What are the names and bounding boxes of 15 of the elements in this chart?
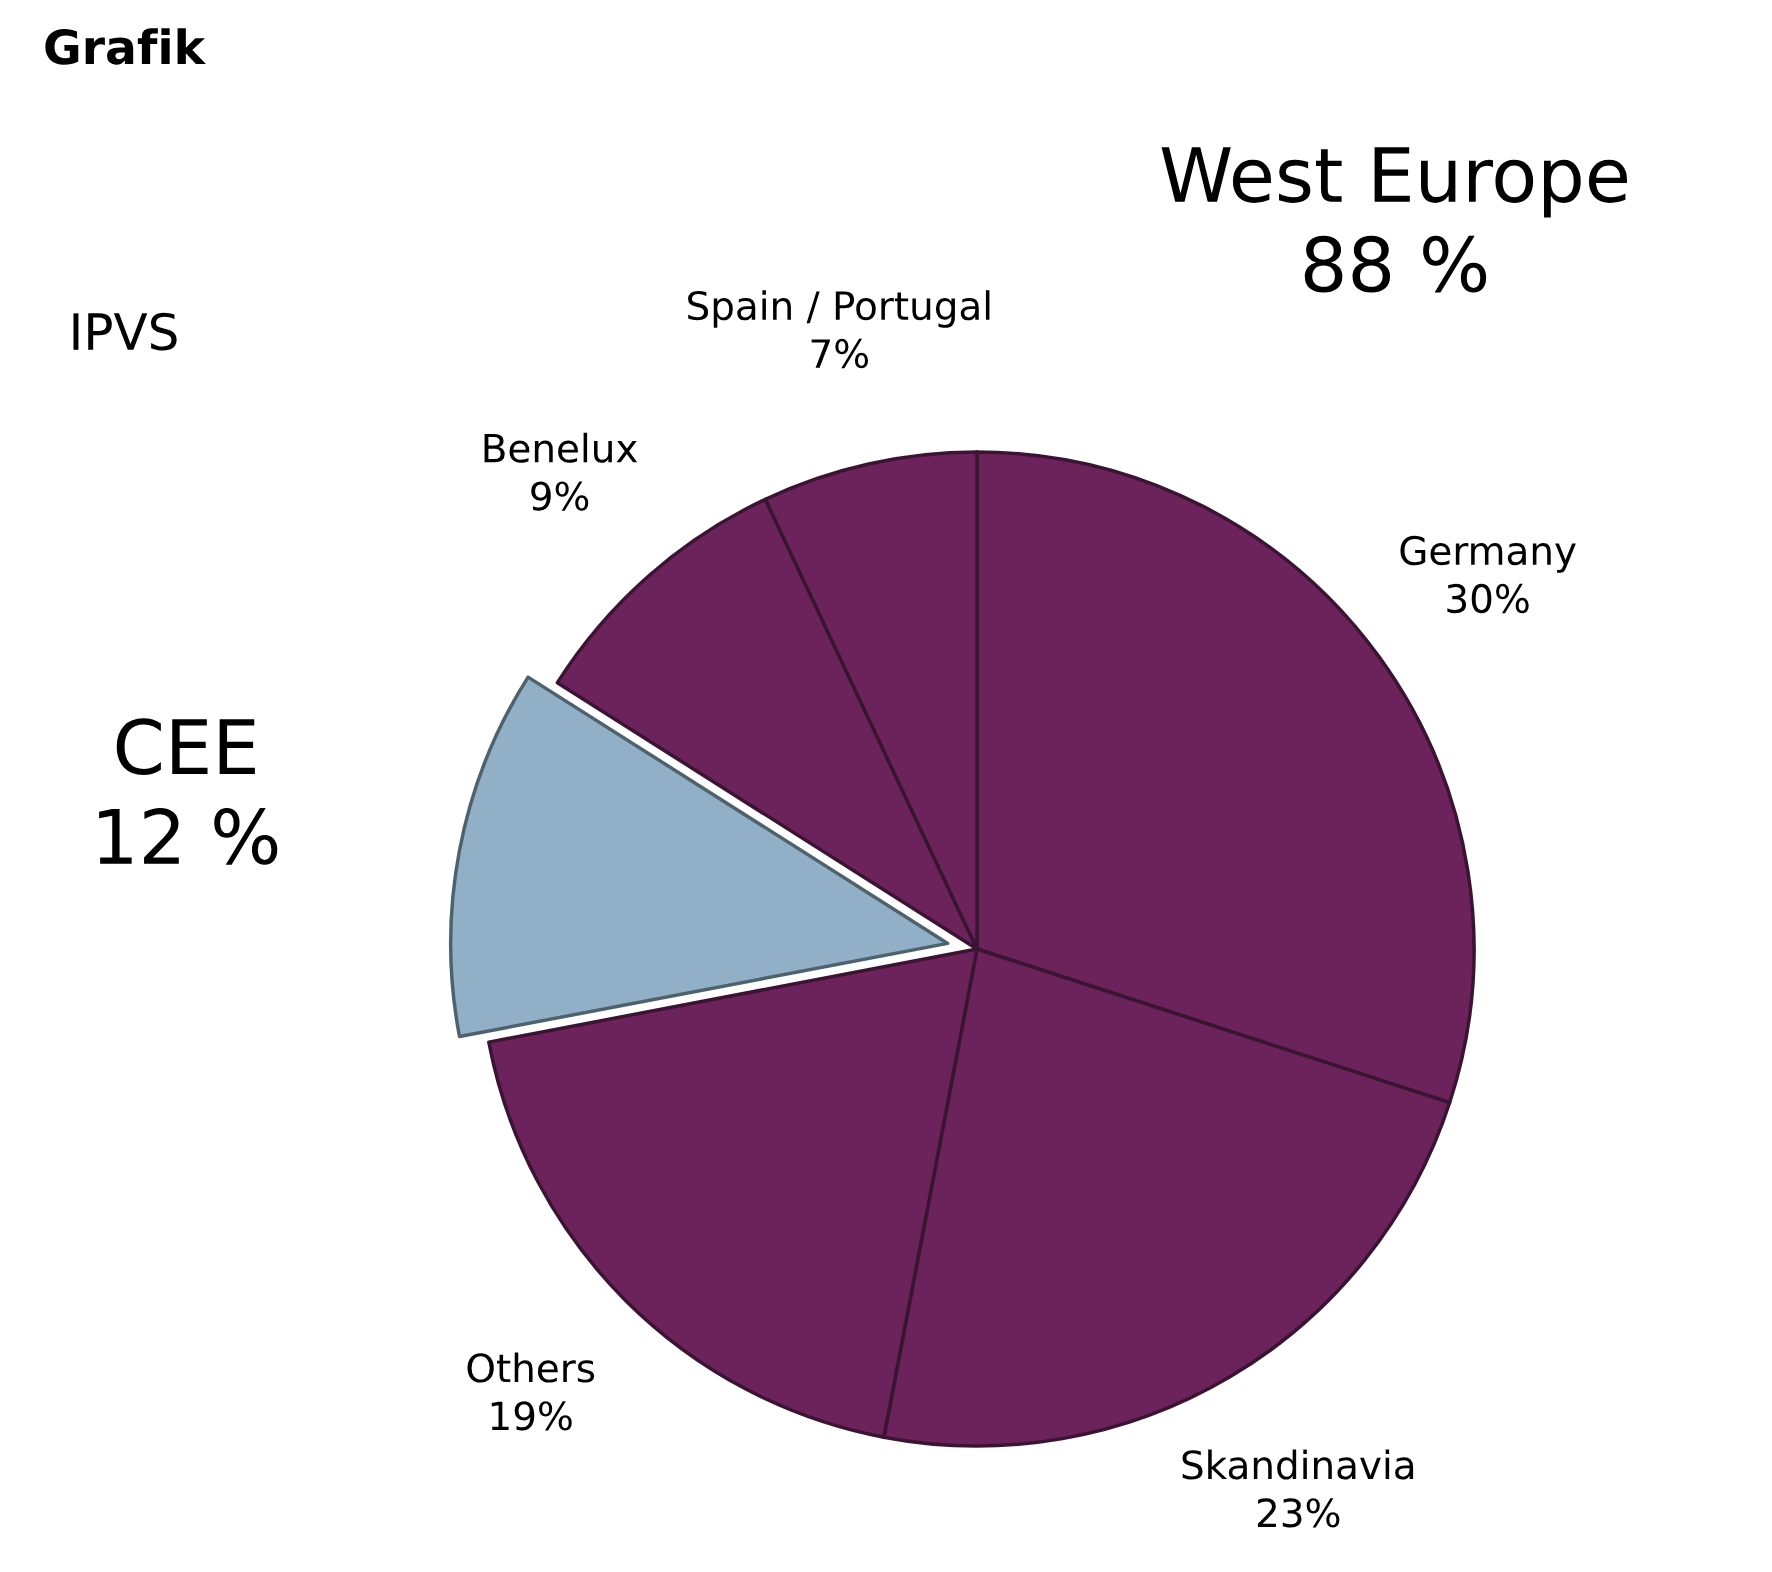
data-label: 12 % [99, 808, 278, 865]
data-label: 19% [491, 1401, 572, 1431]
data-label: 7% [811, 338, 869, 369]
text: IPVS [73, 312, 177, 351]
data-label: 23% [1257, 1498, 1340, 1528]
slice-label: Germany [1400, 535, 1576, 573]
data-label: 9% [531, 481, 589, 511]
text: West Europe 88 % [1161, 147, 1627, 293]
slice-label: Others [467, 1352, 595, 1383]
slice-label: Skandinavia [1182, 1449, 1414, 1480]
text: Grafik [45, 28, 206, 65]
slice-label: Spain / Portugal [688, 290, 990, 328]
slice-label: CEE [116, 718, 255, 776]
data-label: 30% [1447, 583, 1529, 614]
slice-label: Benelux [484, 432, 638, 463]
